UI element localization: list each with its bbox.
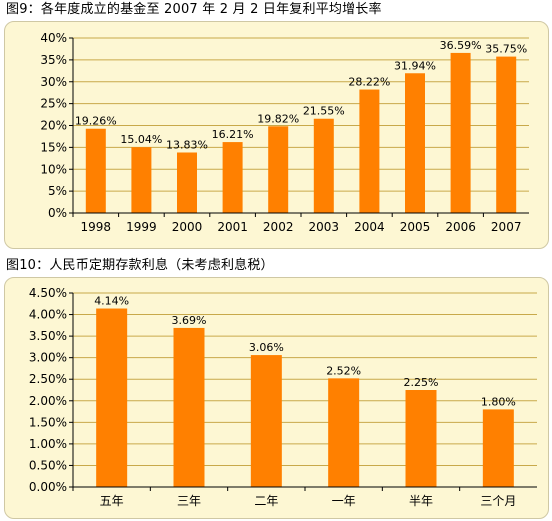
- y-tick-label: 40%: [40, 31, 67, 45]
- bar: [313, 118, 334, 213]
- chart-title-deposit: 图10：人民币定期存款利息（未考虑利息税）: [6, 258, 274, 273]
- bar: [222, 142, 243, 213]
- y-tick-label: 4.50%: [29, 286, 67, 300]
- data-label: 1.80%: [481, 395, 516, 408]
- bar: [450, 52, 471, 214]
- y-tick-label: 1.00%: [29, 437, 67, 451]
- chart-panel-growth: 0% 5% 10% 15% 20% 25% 30% 35% 40% 19.26% 1998 15.04…: [4, 21, 549, 249]
- bar: [359, 89, 380, 213]
- y-tick-label: 0.50%: [29, 458, 67, 472]
- bar: [328, 378, 360, 487]
- x-tick-label: 三年: [177, 494, 201, 508]
- y-tick-label: 35%: [40, 53, 67, 67]
- x-tick-label: 2007: [491, 220, 522, 234]
- data-label: 16.21%: [212, 128, 254, 141]
- bar: [482, 409, 514, 487]
- data-label: 19.26%: [75, 115, 117, 128]
- y-tick-label: 25%: [40, 97, 67, 111]
- y-tick-label: 0.00%: [29, 480, 67, 494]
- x-tick-label: 二年: [254, 494, 278, 508]
- x-tick-label: 五年: [100, 494, 124, 508]
- data-label: 19.82%: [257, 112, 299, 125]
- bar: [268, 126, 289, 213]
- chart-title-growth: 图9：各年度成立的基金至 2007 年 2 月 2 日年复利平均增长率: [6, 2, 382, 17]
- bar: [131, 147, 152, 213]
- data-label: 3.06%: [249, 341, 284, 354]
- data-label: 31.94%: [394, 59, 436, 72]
- y-tick-label: 15%: [40, 140, 67, 154]
- bar: [250, 355, 282, 487]
- x-tick-label: 2004: [354, 220, 385, 234]
- data-label: 2.52%: [326, 364, 361, 377]
- y-tick-label: 20%: [40, 119, 67, 133]
- data-label: 35.75%: [485, 43, 527, 56]
- data-label: 15.04%: [120, 133, 162, 146]
- chart-growth-rate: 0% 5% 10% 15% 20% 25% 30% 35% 40% 19.26% 1998 15.04…: [40, 31, 529, 234]
- y-tick-label: 0%: [48, 206, 67, 220]
- x-tick-label: 2001: [217, 220, 248, 234]
- data-label: 28.22%: [348, 76, 390, 89]
- y-tick-label: 2.50%: [29, 372, 67, 386]
- chart-deposit-rate: 0.00% 0.50% 1.00% 1.50% 2.00% 2.50% 3.00% 3.50%…: [29, 286, 537, 508]
- x-tick-label: 1999: [126, 220, 157, 234]
- x-tick-label: 2005: [400, 220, 431, 234]
- data-label: 3.69%: [172, 314, 207, 327]
- x-tick-label: 半年: [409, 494, 433, 508]
- y-tick-label: 4.00%: [29, 308, 67, 322]
- x-tick-label: 2003: [309, 220, 340, 234]
- chart-panel-deposit: 0.00% 0.50% 1.00% 1.50% 2.00% 2.50% 3.00% 3.50%…: [4, 277, 549, 519]
- y-tick-label: 1.50%: [29, 415, 67, 429]
- x-tick-label: 2000: [172, 220, 203, 234]
- y-tick-label: 3.50%: [29, 329, 67, 343]
- y-tick-label: 5%: [48, 184, 67, 198]
- x-tick-label: 1998: [81, 220, 112, 234]
- data-label: 13.83%: [166, 138, 208, 151]
- x-tick-label: 一年: [332, 494, 356, 508]
- bar: [496, 56, 517, 213]
- bar: [405, 73, 425, 213]
- x-tick-label: 2006: [445, 220, 476, 234]
- data-label: 4.14%: [94, 295, 129, 308]
- bar: [177, 152, 197, 213]
- x-tick-label: 三个月: [480, 494, 516, 508]
- y-tick-label: 10%: [40, 162, 67, 176]
- data-label: 36.59%: [440, 39, 482, 52]
- bar: [405, 390, 437, 487]
- y-tick-label: 3.00%: [29, 351, 67, 365]
- x-tick-label: 2002: [263, 220, 294, 234]
- bar: [85, 128, 106, 213]
- data-label: 2.25%: [404, 376, 439, 389]
- y-tick-label: 2.00%: [29, 394, 67, 408]
- y-tick-label: 30%: [40, 75, 67, 89]
- bar: [96, 308, 128, 487]
- bar: [173, 327, 205, 487]
- data-label: 21.55%: [303, 105, 345, 118]
